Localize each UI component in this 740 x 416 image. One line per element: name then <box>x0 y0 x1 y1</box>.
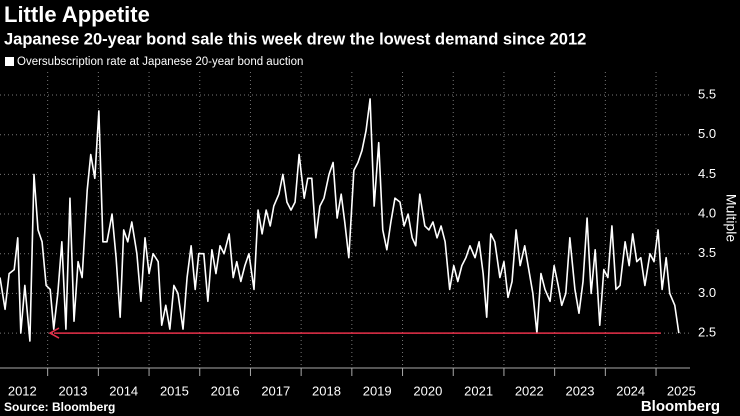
x-tick-label: 2021 <box>464 383 493 398</box>
y-tick-label: 5.5 <box>698 86 716 101</box>
x-tick-label: 2024 <box>616 383 645 398</box>
brand: Bloomberg <box>641 398 720 415</box>
x-tick-label: 2013 <box>59 383 88 398</box>
y-tick-label: 5.0 <box>698 126 716 141</box>
x-tick-label: 2017 <box>261 383 290 398</box>
y-tick-label: 3.0 <box>698 285 716 300</box>
y-tick-label: 4.0 <box>698 205 716 220</box>
y-tick-label: 3.5 <box>698 245 716 260</box>
line <box>0 98 680 342</box>
y-tick-label: 2.5 <box>698 325 716 340</box>
x-tick-label: 2015 <box>160 383 189 398</box>
x-tick-label: 2020 <box>413 383 442 398</box>
y-axis-label: Multiple <box>723 194 739 242</box>
annotation-arrowhead <box>48 327 60 339</box>
x-tick-label: 2014 <box>109 383 138 398</box>
legend-swatch <box>5 57 14 66</box>
x-tick-label: 2019 <box>363 383 392 398</box>
x-tick-label: 2022 <box>515 383 544 398</box>
x-tick-label: 2012 <box>8 383 37 398</box>
chart-title: Little Appetite <box>4 2 150 27</box>
chart-subtitle: Japanese 20-year bond sale this week dre… <box>4 30 586 48</box>
legend-label: Oversubscription rate at Japanese 20-yea… <box>17 56 303 68</box>
x-tick-label: 2018 <box>312 383 341 398</box>
x-tick-label: 2016 <box>211 383 240 398</box>
y-tick-label: 4.5 <box>698 166 716 181</box>
source: Source: Bloomberg <box>4 400 115 414</box>
x-tick-label: 2025 <box>667 383 696 398</box>
x-tick-label: 2023 <box>566 383 595 398</box>
